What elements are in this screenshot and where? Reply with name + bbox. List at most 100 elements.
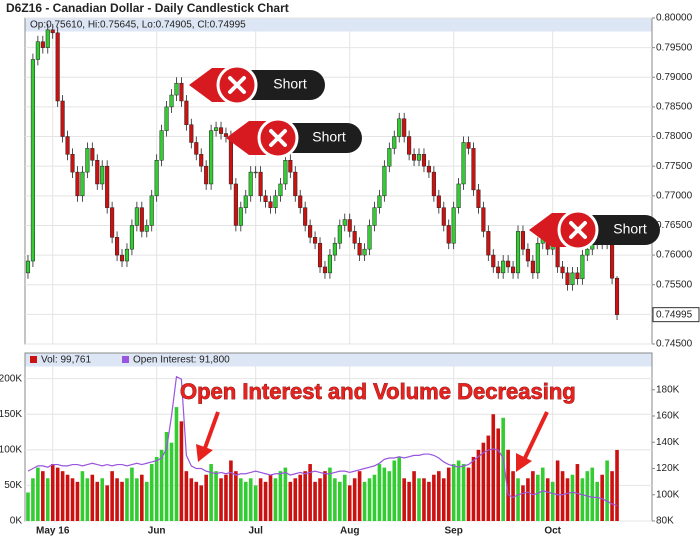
volume-bar [224,474,228,521]
x-icon [269,129,287,147]
candle-body [298,195,303,208]
y-tick-label: 0.74500 [656,339,693,350]
x-icon [569,221,587,239]
candle-body [313,237,318,244]
volume-bar [491,414,496,521]
marks-layer: 0.74995 [25,23,700,521]
volume-bar [105,485,109,521]
candle-body [218,127,224,134]
volume-bar [501,417,505,521]
volume-bar [253,485,258,521]
candle-body [95,160,100,185]
candle-body [189,124,194,143]
volume-bar [377,464,382,521]
y2-tick-label: 80K [656,516,674,527]
candle-body [164,106,169,131]
candle-body [80,171,85,197]
volume-bar [402,478,406,521]
volume-bar [412,471,416,521]
volume-bar [75,481,80,521]
volume-bar [392,460,397,521]
volume-bar [357,471,362,521]
candle-body [75,171,80,197]
candle-body [139,207,144,232]
volume-bar [144,481,149,521]
volume-bar [179,421,184,521]
candle-body [347,219,352,232]
candle-body [461,142,466,185]
volume-bar [283,467,288,521]
annotation-arrow [516,411,549,472]
candle-body [149,195,154,226]
candle-body [199,154,204,167]
candle-body [115,237,120,256]
y2-tick-label: 100K [656,489,680,500]
candle-body [342,219,347,226]
candle-body [580,254,585,280]
volume-bar [511,471,515,521]
volume-bar [432,474,436,521]
volume-bar [545,478,550,521]
candle-body [501,260,506,274]
volume-bar [615,449,619,521]
volume-bar [531,471,535,521]
candle-body [426,165,431,173]
volume-bar [476,449,481,521]
volume-bar [140,474,144,521]
volume-bar [70,478,75,521]
candle-body [332,242,337,256]
volume-bar [338,481,342,521]
candle-body [60,100,65,137]
candle-body [416,154,422,161]
candle-body [367,225,372,250]
volume-bar [60,471,65,521]
candle-body [228,136,233,185]
legend-label: Vol: 99,761 [41,355,91,366]
info-strip [25,18,652,32]
candle-body [45,29,50,48]
volume-bar [372,474,377,521]
volume-bar [407,481,411,521]
volume-bar [565,478,570,521]
y-tick-label: 50K [4,480,22,491]
volume-bar [417,478,421,521]
y-tick-label: 0.79500 [656,42,693,53]
candle-body [614,277,620,315]
candle-body [481,207,486,232]
chart-title: D6Z16 - Canadian Dollar - Daily Candlest… [6,1,289,15]
candle-body [421,154,427,167]
candle-body [575,272,580,280]
candle-body [204,165,209,185]
candle-body [30,59,35,262]
volume-bar [308,464,312,521]
candle-body [471,148,476,191]
volume-bar [481,442,486,521]
volume-bar [387,471,392,521]
short-callout: Short [189,64,325,106]
candle-body [322,266,328,274]
volume-bar [115,478,119,521]
candle-body [85,148,90,173]
y-tick-label: 200K [0,373,22,384]
volume-bar [456,460,461,521]
volume-bar [149,464,154,521]
volume-bar [80,471,85,521]
x-tick-label: Jul [248,526,263,537]
volume-bar [451,464,456,521]
volume-bar [486,435,491,521]
open-interest-line [27,375,618,507]
candle-body [387,148,392,167]
y-tick-label: 0.77500 [656,161,693,172]
volume-bar [90,474,95,521]
candle-body [496,266,501,274]
candle-body [124,248,130,262]
volume-bar [209,464,213,521]
x-tick-label: Oct [544,526,561,537]
candle-body [184,100,189,125]
volume-bar [471,456,476,521]
volume-bar [130,467,134,521]
candle-body [520,231,526,250]
candle-body [362,248,367,256]
callout-label: Short [273,76,307,92]
volume-bar [422,478,426,521]
